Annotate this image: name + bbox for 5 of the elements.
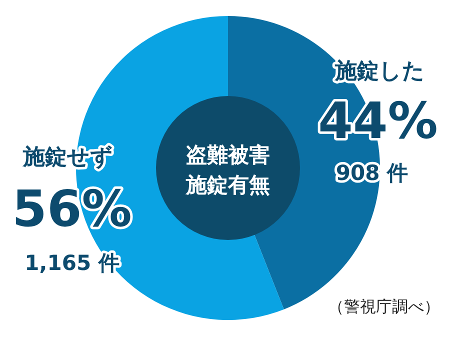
slice-label: 施錠した	[334, 59, 425, 84]
text: 盗難被害	[186, 143, 270, 167]
text: 施錠有無	[185, 173, 270, 197]
text: （警視庁調べ）	[328, 297, 440, 316]
text: 908 件	[336, 161, 408, 185]
